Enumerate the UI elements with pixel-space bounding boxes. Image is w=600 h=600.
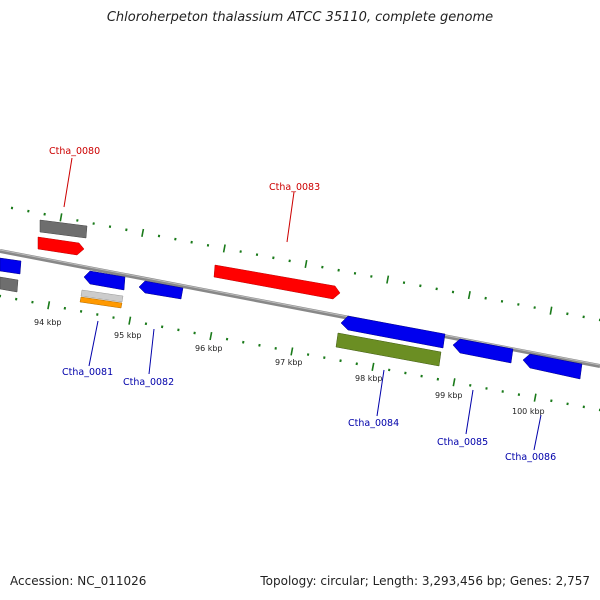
gene-arrow-ctha-0081-rna[interactable] [80, 289, 124, 303]
gene-arrow-ctha-0080-pseudo[interactable] [39, 219, 88, 239]
minor-tick [419, 284, 422, 288]
minor-tick [436, 377, 440, 381]
minor-tick [76, 219, 79, 222]
kbp-label-96: 96 kbp [195, 344, 223, 353]
minor-tick [190, 240, 193, 244]
minor-tick [174, 237, 177, 241]
kbp-label-100: 100 kbp [512, 407, 545, 416]
major-tick [59, 213, 63, 222]
minor-tick [63, 306, 67, 310]
minor-tick [144, 322, 148, 326]
gene-label-ctha-0085[interactable]: Ctha_0085 [437, 437, 488, 448]
gene-features [0, 157, 583, 451]
leader-ctha-0080 [63, 157, 73, 208]
gene-arrow-ctha-0081[interactable] [83, 270, 126, 291]
leader-ctha-0082 [148, 328, 155, 375]
kbp-label-95: 95 kbp [114, 331, 142, 340]
minor-tick [582, 315, 585, 319]
minor-tick [125, 228, 128, 232]
minor-tick [225, 337, 229, 341]
gene-arrow-ctha-0084-other[interactable] [335, 332, 442, 367]
minor-tick [31, 300, 34, 304]
gene-arrow-ctha-0081-rna-b[interactable] [79, 296, 123, 309]
gene-label-ctha-0080[interactable]: Ctha_0080 [49, 146, 100, 157]
accession-text: Accession: NC_011026 [10, 574, 147, 588]
minor-tick [288, 259, 291, 263]
major-tick [209, 331, 213, 341]
minor-tick [484, 296, 487, 300]
major-tick [452, 378, 456, 387]
minor-tick [239, 250, 242, 253]
major-tick [222, 244, 226, 253]
kbp-label-98: 98 kbp [355, 374, 383, 383]
major-tick [47, 301, 51, 310]
major-tick [290, 347, 294, 356]
minor-tick [469, 383, 472, 387]
minor-tick [566, 402, 569, 406]
leader-ctha-0086 [533, 414, 542, 451]
genome-backbone-highlight [0, 249, 600, 366]
genome-summary-text: Topology: circular; Length: 3,293,456 bp… [260, 574, 590, 588]
major-tick [128, 316, 132, 325]
major-tick [386, 275, 390, 284]
leader-ctha-0084 [376, 369, 385, 417]
gene-label-ctha-0084[interactable]: Ctha_0084 [348, 418, 399, 429]
minor-tick [337, 268, 340, 272]
major-tick [467, 291, 471, 300]
map-title: Chloroherpeton thalassium ATCC 35110, co… [106, 10, 494, 25]
minor-tick [27, 209, 30, 213]
minor-tick [160, 325, 164, 329]
minor-tick [355, 362, 358, 366]
gene-label-ctha-0086[interactable]: Ctha_0086 [505, 452, 556, 463]
major-tick [371, 362, 375, 371]
minor-tick [566, 312, 569, 316]
kbp-label-97: 97 kbp [275, 358, 303, 367]
major-tick [533, 393, 537, 402]
gene-arrow-ctha-0083[interactable] [213, 264, 341, 300]
gene-label-ctha-0083[interactable]: Ctha_0083 [269, 182, 320, 193]
major-tick [549, 306, 553, 315]
leader-ctha-0083 [286, 191, 295, 243]
major-tick [141, 228, 145, 237]
minor-tick [533, 306, 536, 309]
gene-arrow-left-edge-pseudo[interactable] [0, 276, 19, 293]
leader-ctha-0085 [465, 389, 474, 435]
kbp-label-99: 99 kbp [435, 391, 463, 400]
inner-tick-track [0, 294, 600, 412]
minor-tick [370, 275, 373, 278]
leader-ctha-0081 [88, 320, 99, 367]
minor-tick [435, 287, 438, 291]
minor-tick [43, 212, 46, 216]
major-tick [304, 259, 308, 269]
gene-arrow-ctha-0084[interactable] [340, 315, 446, 349]
gene-arrow-ctha-0086[interactable] [522, 353, 583, 380]
minor-tick [92, 222, 95, 225]
minor-tick [272, 256, 275, 260]
minor-tick [550, 399, 553, 403]
minor-tick [242, 340, 245, 344]
minor-tick [517, 303, 520, 306]
gene-arrow-ctha-0085[interactable] [452, 338, 514, 364]
gene-arrow-left-edge[interactable] [0, 257, 22, 275]
kbp-label-94: 94 kbp [34, 318, 62, 327]
gene-arrow-ctha-0082[interactable] [138, 280, 184, 300]
gene-label-ctha-0082[interactable]: Ctha_0082 [123, 377, 174, 388]
minor-tick [339, 359, 342, 363]
gene-arrow-ctha-0080[interactable] [37, 236, 85, 256]
gene-label-ctha-0081[interactable]: Ctha_0081 [62, 367, 113, 378]
minor-tick [258, 343, 261, 347]
minor-tick [321, 265, 324, 269]
